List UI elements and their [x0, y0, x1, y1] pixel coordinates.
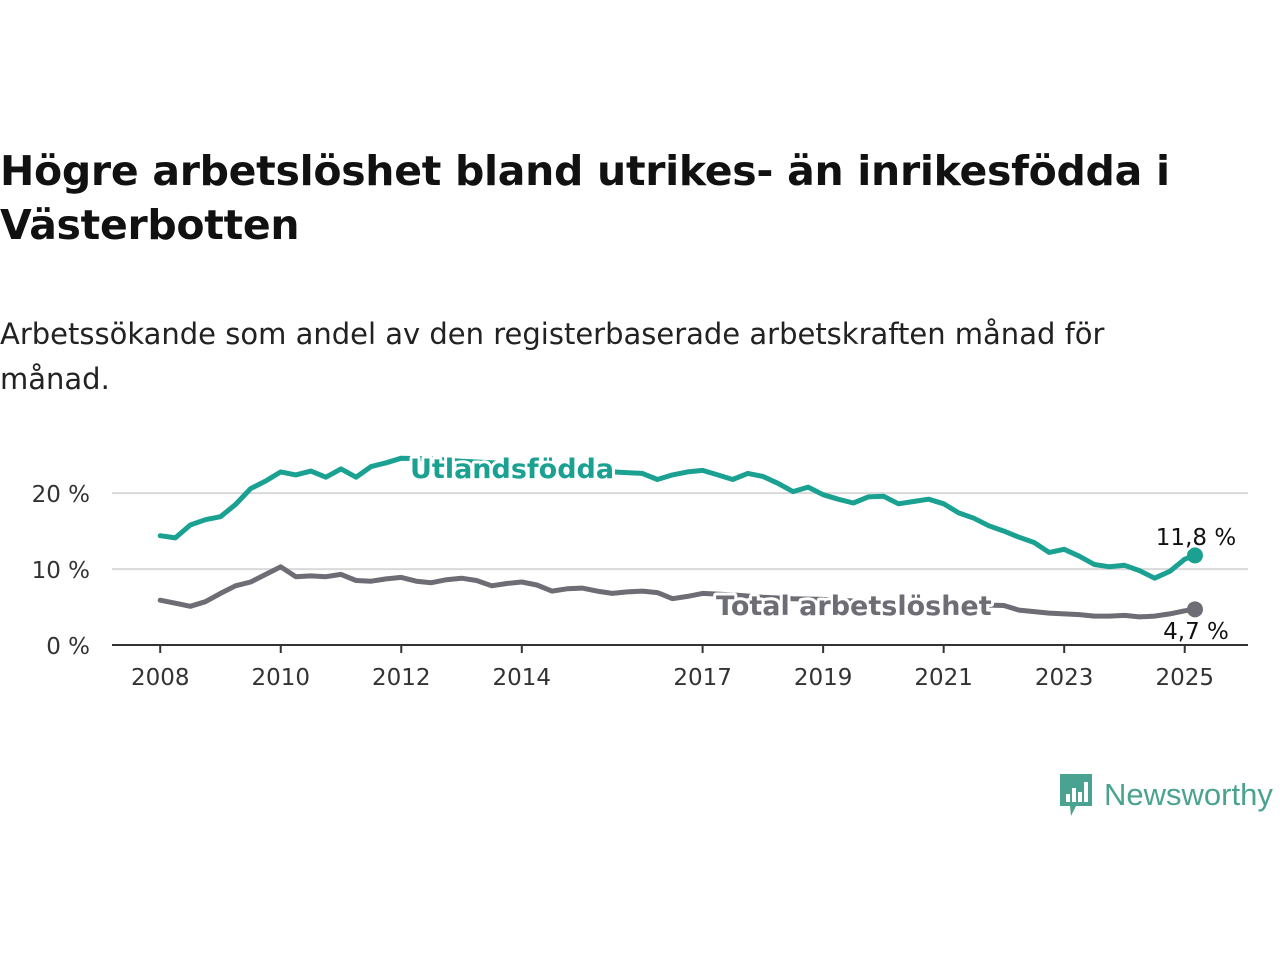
chart-subtitle: Arbetssökande som andel av den registerb…: [0, 317, 1105, 396]
series-end-marker: [1186, 601, 1203, 618]
x-tick-label: 2012: [372, 665, 431, 691]
x-tick-label: 2021: [914, 665, 973, 691]
y-tick-label: 0 %: [46, 634, 90, 660]
x-tick-label: 2010: [251, 665, 310, 691]
chart-title: Högre arbetslöshet bland utrikes- än inr…: [0, 147, 1170, 249]
x-tick-label: 2025: [1155, 665, 1214, 691]
x-tick-label: 2023: [1035, 665, 1094, 691]
newsworthy-logo-icon: [1060, 774, 1092, 816]
end-value-label-total: 4,7 %: [1163, 619, 1229, 645]
series-line-utlandsfodda: [157, 455, 1198, 581]
series-end-marker: [1186, 547, 1203, 564]
y-tick-label: 20 %: [32, 482, 90, 508]
x-tick-label: 2019: [794, 665, 853, 691]
series-label-utlandsfodda: Utlandsfödda: [410, 454, 614, 485]
series-line-total: [157, 564, 1198, 620]
line-chart: 0 % 10 % 20 % 2008 2010 2012 2014 2017 2019 2021 2…: [32, 451, 1248, 691]
x-tick-label: 2017: [673, 665, 732, 691]
x-tick-label: 2014: [493, 665, 552, 691]
x-tick-label: 2008: [131, 665, 190, 691]
end-value-label-utlandsfodda: 11,8 %: [1156, 525, 1236, 551]
series-label-total: Total arbetslöshet: [716, 591, 992, 622]
brand-name: Newsworthy: [1104, 777, 1273, 812]
newsworthy-brand: Newsworthy: [1058, 770, 1273, 820]
y-tick-label: 10 %: [32, 558, 90, 584]
